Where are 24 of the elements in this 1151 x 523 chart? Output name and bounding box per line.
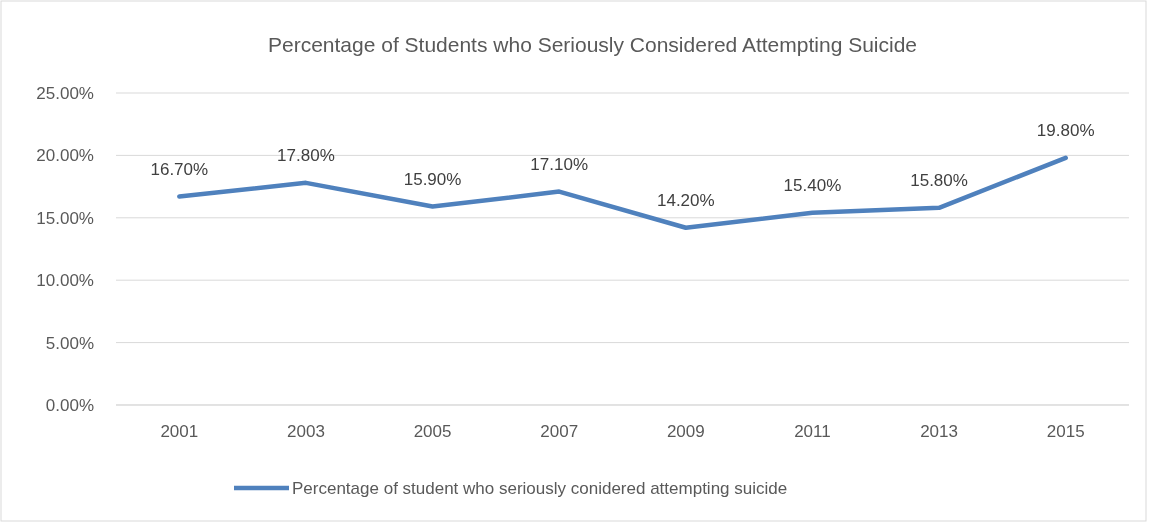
y-tick-label: 0.00%: [45, 395, 94, 415]
x-tick-label: 2007: [540, 422, 579, 441]
x-tick-label: 2005: [413, 422, 452, 441]
x-tick-label: 2011: [794, 422, 831, 441]
y-tick-label: 20.00%: [36, 146, 94, 166]
x-tick-label: 2015: [1046, 422, 1085, 441]
chart-title: Percentage of Students who Seriously Considered Attempting Suicide: [267, 33, 918, 56]
data-label: 15.80%: [910, 170, 968, 190]
y-tick-label: 15.00%: [36, 208, 94, 228]
x-tick-label: 2009: [666, 422, 705, 441]
y-tick-label: 25.00%: [36, 83, 94, 103]
y-tick-label: 10.00%: [36, 271, 94, 291]
legend-label: Percentage of student who seriously conidered attempting suicide: [292, 478, 788, 498]
data-label: 15.40%: [783, 175, 842, 195]
y-tick-label: 5.00%: [45, 333, 94, 353]
data-label: 15.90%: [403, 169, 462, 189]
data-label: 14.20%: [656, 190, 715, 210]
data-label: 17.80%: [277, 145, 335, 165]
x-tick-label: 2003: [287, 422, 325, 441]
x-tick-label: 2013: [920, 422, 958, 441]
data-label: 19.80%: [1036, 120, 1095, 140]
x-tick-label: 2001: [160, 422, 199, 441]
data-label: 17.10%: [530, 154, 589, 174]
data-label: 16.70%: [150, 159, 209, 179]
